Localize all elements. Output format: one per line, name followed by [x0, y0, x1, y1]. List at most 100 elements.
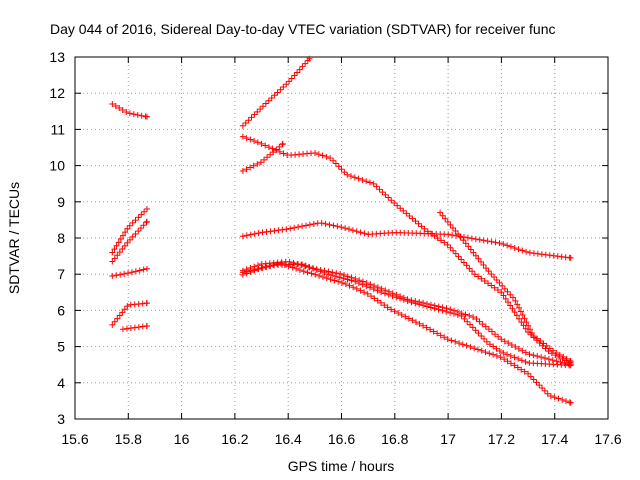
data-point — [464, 318, 471, 325]
data-point — [239, 133, 246, 140]
data-point — [397, 295, 404, 302]
data-point — [334, 223, 341, 230]
data-point — [492, 239, 499, 246]
data-point — [291, 224, 298, 231]
data-point — [271, 92, 278, 99]
data-point — [283, 226, 290, 233]
data-point — [381, 290, 388, 297]
grid-lines — [75, 57, 608, 419]
data-point — [437, 209, 444, 216]
series-t2 — [109, 206, 150, 256]
data-point — [404, 298, 411, 305]
data-point — [306, 55, 313, 62]
series-t9 — [239, 133, 574, 366]
data-point — [326, 221, 333, 228]
data-point — [296, 66, 303, 73]
data-point — [265, 144, 272, 151]
data-point — [117, 271, 124, 278]
data-point — [141, 208, 148, 215]
data-point — [268, 95, 275, 102]
data-point — [117, 235, 124, 242]
data-point — [126, 222, 133, 229]
data-point — [518, 357, 525, 364]
data-point — [522, 358, 529, 365]
data-point — [501, 338, 508, 345]
data-point — [493, 345, 500, 352]
data-point — [123, 325, 130, 332]
data-point — [562, 254, 569, 261]
data-point — [116, 249, 123, 256]
data-point — [496, 347, 503, 354]
data-point — [330, 222, 337, 229]
data-point — [567, 254, 574, 261]
data-point — [357, 229, 364, 236]
data-point — [135, 324, 142, 331]
series-t1 — [109, 101, 150, 120]
data-point — [536, 382, 543, 389]
data-point — [458, 313, 465, 320]
data-point — [408, 299, 415, 306]
data-point — [135, 228, 142, 235]
data-point — [122, 229, 129, 236]
data-point — [418, 223, 425, 230]
data-point — [458, 256, 465, 263]
data-point — [321, 269, 328, 276]
data-point — [491, 274, 498, 281]
data-point — [140, 266, 147, 273]
x-tick-label: 17.2 — [488, 431, 515, 447]
data-point — [351, 174, 358, 181]
data-point — [132, 230, 139, 237]
data-point — [243, 268, 250, 275]
data-point — [109, 273, 116, 280]
data-point — [374, 287, 381, 294]
data-point — [553, 349, 560, 356]
data-point — [109, 321, 116, 328]
data-point — [132, 217, 139, 224]
x-tick-label: 17.6 — [594, 431, 621, 447]
data-point — [416, 301, 423, 308]
chart-title: Day 044 of 2016, Sidereal Day-to-day VTE… — [50, 21, 556, 37]
data-point — [523, 248, 530, 255]
data-point — [441, 334, 448, 341]
data-point — [409, 215, 416, 222]
data-point — [273, 147, 280, 154]
data-point — [119, 309, 126, 316]
data-point — [541, 387, 548, 394]
y-tick-label: 6 — [57, 302, 65, 318]
data-point — [504, 242, 511, 249]
data-point — [468, 235, 475, 242]
data-point — [283, 81, 290, 88]
data-point — [364, 290, 371, 297]
data-point — [526, 249, 533, 256]
data-point — [501, 285, 508, 292]
data-point — [445, 231, 452, 238]
data-point — [113, 242, 120, 249]
data-point — [550, 252, 557, 259]
data-point — [143, 113, 150, 120]
data-point — [299, 261, 306, 268]
data-point — [442, 215, 449, 222]
data-point — [298, 262, 305, 269]
data-point — [300, 268, 307, 275]
data-point — [482, 323, 489, 330]
data-point — [322, 220, 329, 227]
data-point — [423, 324, 430, 331]
data-point — [498, 289, 505, 296]
data-point — [330, 157, 337, 164]
data-point — [338, 224, 345, 231]
data-point — [287, 225, 294, 232]
data-point — [486, 350, 493, 357]
data-point — [534, 353, 541, 360]
y-tick-label: 9 — [57, 194, 65, 210]
data-point — [312, 149, 319, 156]
data-point — [491, 284, 498, 291]
data-point — [350, 284, 357, 291]
data-point — [128, 269, 135, 276]
x-tick-label: 16.2 — [221, 431, 248, 447]
x-tick-label: 16.4 — [275, 431, 302, 447]
data-point — [143, 219, 150, 226]
data-point — [357, 287, 364, 294]
data-point — [138, 211, 145, 218]
data-point — [348, 173, 355, 180]
data-point — [555, 395, 562, 402]
